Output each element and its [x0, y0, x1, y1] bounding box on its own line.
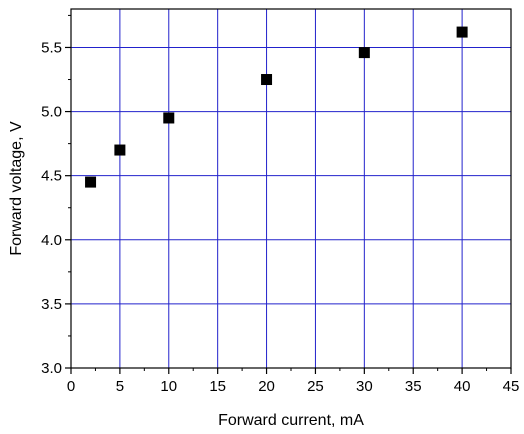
y-tick-label: 4.0 [41, 232, 62, 249]
y-tick-label: 4.5 [41, 168, 62, 185]
x-axis-title: Forward current, mA [218, 412, 364, 429]
y-tick-label: 5.5 [41, 39, 62, 56]
y-tick-label: 5.0 [41, 104, 62, 121]
x-tick-label: 15 [209, 378, 226, 395]
y-tick-label: 3.0 [41, 360, 62, 377]
x-tick-label: 25 [307, 378, 324, 395]
data-point [114, 144, 126, 156]
data-markers [85, 26, 468, 188]
x-tick-label: 45 [503, 378, 520, 395]
data-point [358, 47, 370, 59]
y-axis-title: Forward voltage, V [8, 121, 25, 256]
data-point [85, 176, 97, 188]
data-point [456, 26, 468, 38]
x-tick-label: 5 [116, 378, 124, 395]
data-point [261, 74, 273, 86]
grid-lines [71, 9, 511, 368]
plot-frame [70, 8, 512, 369]
tick-labels: 0 5 10 15 20 25 30 35 40 45 3.0 3.5 4.0 4.5 5.0 5.5 [41, 39, 519, 395]
x-tick-label: 40 [454, 378, 471, 395]
data-point [163, 112, 175, 124]
x-tick-label: 10 [160, 378, 177, 395]
y-tick-label: 3.5 [41, 296, 62, 313]
x-tick-label: 0 [67, 378, 75, 395]
axes [65, 8, 512, 374]
x-tick-label: 35 [405, 378, 422, 395]
x-tick-label: 20 [258, 378, 275, 395]
x-tick-label: 30 [356, 378, 373, 395]
